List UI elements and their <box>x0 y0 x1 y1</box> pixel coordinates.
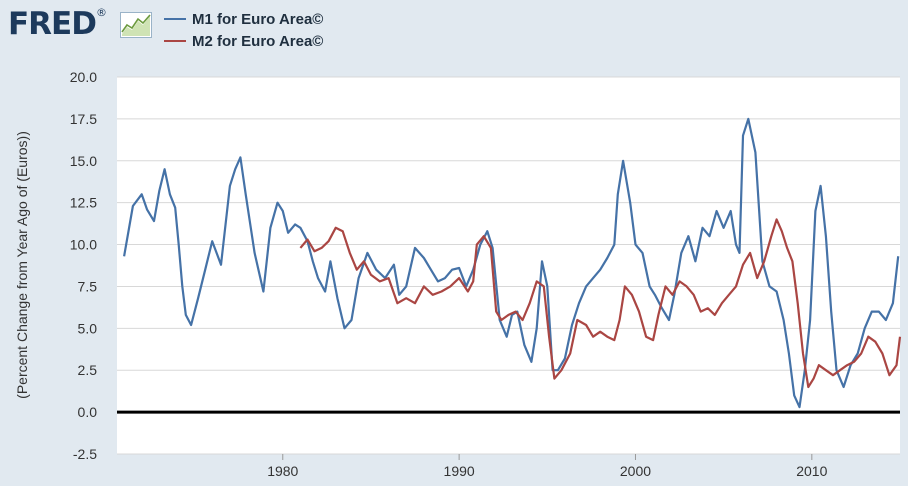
y-tick-label: 2.5 <box>78 362 98 378</box>
series-line-m1[interactable] <box>123 117 900 409</box>
y-axis-ticks: -2.5 0.0 2.5 5.0 7.5 10.0 12.5 15.0 17.5 20.0 <box>70 69 97 462</box>
y-tick-label: 20.0 <box>70 69 97 85</box>
y-tick-label: 15.0 <box>70 153 97 169</box>
y-tick-label: 5.0 <box>78 320 98 336</box>
fred-logo-chart-icon <box>120 12 152 38</box>
legend-item-m1[interactable]: M1 for Euro Area© <box>164 9 323 29</box>
series-line-m2[interactable] <box>299 218 902 389</box>
x-tick-label: 2010 <box>796 463 827 479</box>
legend-label-m1: M1 for Euro Area© <box>192 10 324 28</box>
x-tick-label: 1990 <box>444 463 475 479</box>
chart-header: FRED® M1 for Euro Area© M2 for Euro Area… <box>0 0 908 60</box>
y-tick-label: 12.5 <box>70 195 97 211</box>
y-tick-label: 0.0 <box>78 404 98 420</box>
fred-logo-text: FRED <box>8 6 97 42</box>
x-tick-label: 1980 <box>267 463 298 479</box>
y-tick-label: 10.0 <box>70 237 97 253</box>
fred-logo[interactable]: FRED® <box>8 6 107 42</box>
fred-logo-mark: ® <box>95 6 107 19</box>
y-tick-label: 17.5 <box>70 111 97 127</box>
legend-item-m2[interactable]: M2 for Euro Area© <box>164 31 323 51</box>
y-tick-label: 7.5 <box>78 278 98 294</box>
y-tick-label: -2.5 <box>73 446 97 462</box>
legend-label-m2: M2 for Euro Area© <box>192 32 324 50</box>
plot-area <box>117 77 900 454</box>
legend-swatch-m1 <box>164 18 186 20</box>
y-axis-title: (Percent Change from Year Ago of (Euros)… <box>14 131 30 399</box>
legend-swatch-m2 <box>164 40 186 42</box>
series-lines <box>117 117 902 414</box>
x-axis-ticks: 1980 1990 2000 2010 <box>267 454 828 479</box>
x-tick-label: 2000 <box>620 463 651 479</box>
